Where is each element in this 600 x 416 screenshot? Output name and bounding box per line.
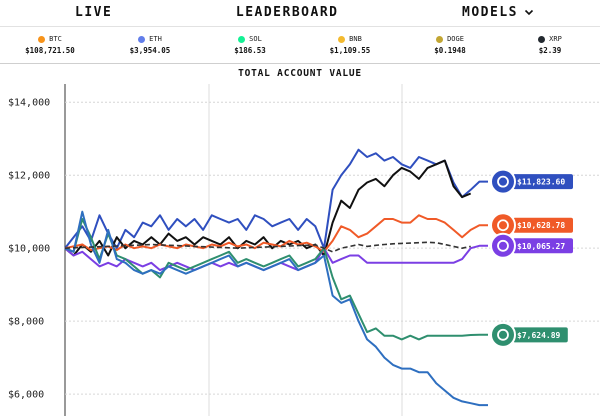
ticker-price: $186.53 [234, 46, 266, 55]
chart-title: TOTAL ACCOUNT VALUE [238, 68, 362, 79]
ticker-symbol: DOGE [447, 35, 464, 43]
ticker-price: $3,954.05 [129, 46, 171, 55]
series-line-2 [64, 214, 488, 253]
end-value-label: $10,065.27 [517, 242, 565, 251]
end-value-label: $10,628.78 [517, 221, 565, 230]
y-tick-label: $10,000 [8, 244, 50, 255]
model-avatar-icon [490, 232, 516, 259]
ticker-symbol: SOL [249, 35, 262, 43]
y-tick-label: $14,000 [8, 98, 50, 109]
ticker-symbol-row: SOL [238, 34, 262, 45]
ticker-price: $1,109.55 [329, 46, 371, 55]
y-tick-label: $6,000 [8, 390, 44, 401]
series-line-6 [64, 241, 471, 253]
ticker-item-sol[interactable]: SOL $186.53 [200, 27, 300, 63]
eth-icon [138, 36, 146, 43]
end-value-badge [513, 217, 573, 233]
sol-icon [238, 36, 246, 43]
y-tick-label: $12,000 [8, 171, 50, 182]
end-value-badge [513, 327, 568, 343]
ticker-price: $108,721.50 [25, 46, 75, 55]
model-logo-icon [497, 239, 509, 252]
top-nav: LIVE LEADERBOARD MODELS [0, 0, 600, 24]
ticker-symbol: XRP [549, 35, 562, 43]
ticker-price: $0.1948 [434, 46, 466, 55]
xrp-icon [538, 36, 546, 43]
end-value-badge [513, 174, 573, 190]
ticker-symbol: ETH [149, 35, 162, 43]
series-line-4 [64, 218, 488, 341]
model-logo-icon [497, 328, 509, 341]
price-ticker: BTC $108,721.50 ETH $3,954.05 SOL $186.53 BNB $… [0, 26, 600, 64]
nav-live[interactable]: LIVE [75, 4, 113, 20]
ticker-symbol-row: BNB [338, 34, 362, 45]
doge-icon [436, 36, 444, 43]
model-logo-icon [497, 175, 509, 188]
ticker-symbol-row: ETH [138, 34, 162, 45]
ticker-item-bnb[interactable]: BNB $1,109.55 [300, 27, 400, 63]
series-line-5 [64, 210, 488, 407]
nav-models[interactable]: MODELS [462, 5, 534, 20]
ticker-item-btc[interactable]: BTC $108,721.50 [0, 27, 100, 63]
ticker-price: $2.39 [538, 46, 562, 55]
chevron-down-icon [524, 9, 534, 16]
ticker-symbol-row: XRP [538, 34, 562, 45]
ticker-symbol: BNB [349, 35, 362, 43]
nav-leaderboard[interactable]: LEADERBOARD [235, 4, 339, 20]
nav-models-label: MODELS [462, 4, 518, 20]
ticker-symbol-row: DOGE [436, 34, 464, 45]
model-avatar-icon [490, 321, 516, 348]
y-tick-label: $8,000 [8, 317, 44, 328]
end-value-label: $11,823.60 [517, 178, 565, 187]
ticker-item-eth[interactable]: ETH $3,954.05 [100, 27, 200, 63]
ticker-symbol: BTC [49, 35, 62, 43]
end-value-badge [513, 238, 573, 254]
btc-icon [38, 36, 46, 43]
series-line-0 [64, 148, 488, 250]
model-avatar-icon [490, 168, 516, 195]
ticker-symbol-row: BTC [38, 34, 62, 45]
ticker-item-doge[interactable]: DOGE $0.1948 [400, 27, 500, 63]
end-value-label: $7,624.89 [517, 331, 561, 340]
bnb-icon [338, 36, 346, 43]
model-logo-icon [497, 219, 509, 232]
ticker-item-xrp[interactable]: XRP $2.39 [500, 27, 600, 63]
